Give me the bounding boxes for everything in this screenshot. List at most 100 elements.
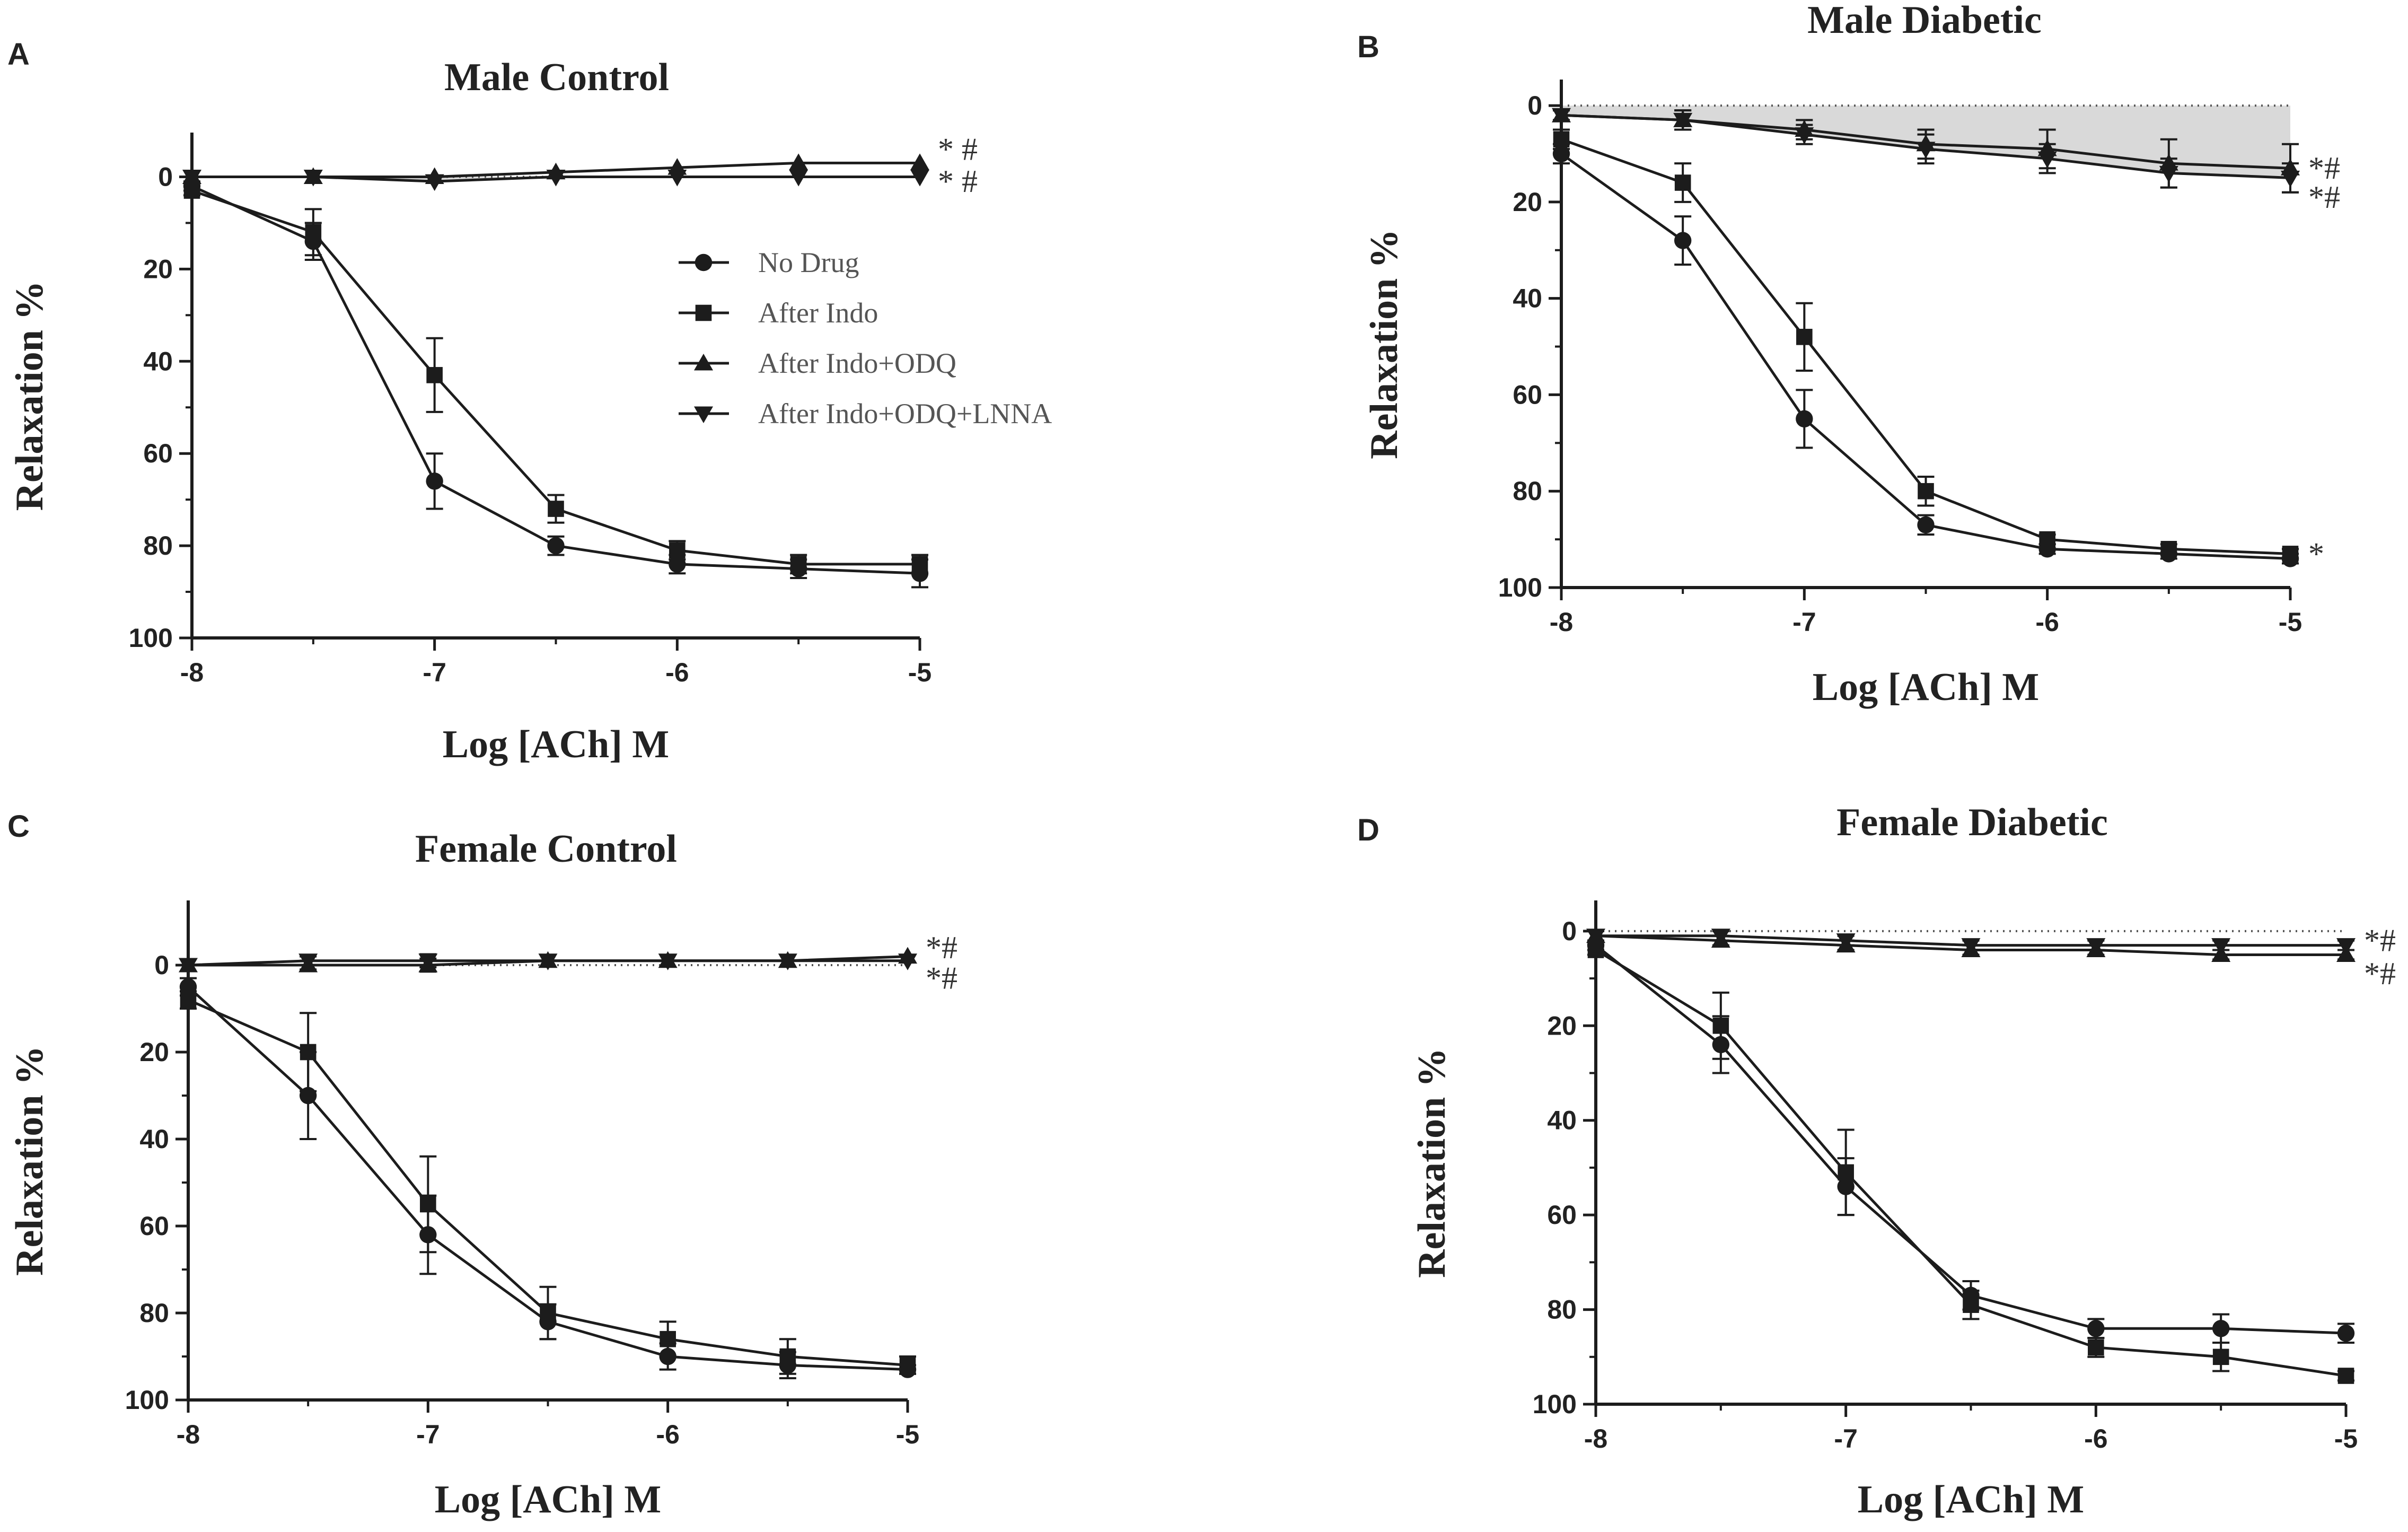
data-point	[790, 556, 807, 573]
significance-annotation: * #	[938, 164, 978, 199]
x-tick-label: -6	[656, 1420, 679, 1449]
data-point	[298, 953, 318, 970]
data-point	[300, 1044, 317, 1061]
legend-label: After Indo	[758, 297, 878, 329]
x-tick-label: -8	[1550, 607, 1573, 637]
data-point	[1963, 1297, 1979, 1313]
panel-letter: A	[7, 37, 30, 72]
y-tick-label: 0	[1527, 91, 1542, 120]
panel-b-male-diabetic: B Male Diabetic 0 20 40 60 80 100 -8 -7 -6 -5 Relaxa…	[1357, 0, 2340, 709]
data-point	[1673, 112, 1693, 130]
data-point	[420, 1196, 436, 1213]
data-point	[789, 169, 808, 187]
data-point	[667, 169, 687, 187]
y-tick-label: 80	[1513, 476, 1542, 506]
legend: No Drug After Indo After Indo+ODQ After Ind…	[679, 247, 1052, 430]
data-point	[1961, 938, 1981, 955]
data-point	[1917, 516, 1935, 534]
data-point	[303, 169, 323, 187]
data-point	[910, 153, 929, 170]
series-after-indo	[180, 990, 916, 1375]
x-tick-label: -5	[908, 658, 931, 687]
data-point	[548, 501, 564, 517]
legend-marker	[694, 406, 713, 423]
data-point	[1553, 131, 1570, 148]
y-tick-label: 20	[1513, 187, 1542, 217]
data-point	[2281, 170, 2300, 188]
data-point	[1838, 1164, 1854, 1181]
panel-d-female-diabetic: D Female Diabetic 0 20 40 60 80 100-8 -7 -6 -5 Rela…	[1357, 801, 2396, 1521]
data-point	[540, 1305, 556, 1321]
y-tick-label: 60	[1513, 380, 1542, 409]
series-after-indo-odq-lnna	[1552, 108, 2300, 194]
x-tick-label: -8	[177, 1420, 200, 1449]
y-tick-label: 100	[1533, 1389, 1577, 1419]
chart-title: Male Control	[444, 56, 669, 99]
data-point	[2087, 1320, 2105, 1337]
data-point	[182, 169, 201, 187]
series-no-drug	[1587, 936, 2355, 1344]
data-point	[1712, 1017, 1729, 1034]
x-axis-label: Log [ACh] M	[443, 723, 670, 766]
data-point	[660, 1330, 676, 1347]
data-point	[1711, 929, 1730, 946]
data-point	[546, 169, 566, 187]
legend-marker	[694, 354, 713, 371]
x-axis-label: Log [ACh] M	[1813, 666, 2040, 709]
data-point	[669, 542, 686, 559]
significance-annotation: *#	[926, 961, 957, 996]
x-tick-label: -6	[2035, 607, 2059, 637]
data-point	[2039, 531, 2055, 548]
data-point	[2159, 165, 2178, 183]
data-point	[425, 174, 444, 191]
data-point	[180, 992, 197, 1008]
y-tick-label: 0	[158, 162, 173, 191]
y-tick-label: 40	[1547, 1106, 1577, 1135]
data-point	[426, 472, 443, 490]
x-tick-label: -8	[1584, 1424, 1607, 1454]
data-point	[2212, 1320, 2230, 1337]
significance-annotation: *#	[2364, 956, 2396, 991]
data-point	[2211, 938, 2231, 955]
significance-annotation: *#	[2308, 151, 2340, 186]
data-point	[1918, 483, 1934, 500]
data-point	[1674, 174, 1691, 191]
significance-annotation: *#	[926, 930, 957, 965]
series-after-indo-odq-lnna	[1586, 929, 2356, 955]
y-tick-label: 40	[1513, 284, 1542, 313]
y-tick-label: 20	[143, 254, 173, 284]
data-point	[418, 953, 438, 970]
data-point	[899, 1357, 916, 1373]
y-tick-label: 60	[139, 1211, 169, 1241]
y-tick-label: 80	[143, 531, 173, 561]
y-tick-label: 60	[143, 439, 173, 468]
y-tick-label: 100	[125, 1385, 169, 1415]
y-axis-label: Relaxation %	[1363, 229, 1406, 459]
x-tick-label: -5	[2334, 1424, 2358, 1454]
series-after-indo	[1553, 128, 2299, 562]
series-no-drug	[183, 177, 929, 589]
significance-annotation: *#	[2308, 180, 2340, 215]
data-point	[778, 953, 797, 970]
x-tick-label: -7	[416, 1420, 440, 1449]
panel-letter: C	[7, 809, 30, 844]
data-point	[179, 958, 198, 975]
y-tick-label: 60	[1547, 1200, 1577, 1230]
data-point	[1674, 232, 1692, 249]
y-tick-label: 20	[139, 1037, 169, 1067]
x-tick-label: -5	[896, 1420, 919, 1449]
data-point	[898, 953, 917, 970]
legend-label: After Indo+ODQ+LNNA	[758, 398, 1052, 430]
significance-annotation: * #	[938, 132, 978, 167]
x-tick-label: -5	[2279, 607, 2302, 637]
y-tick-label: 40	[143, 346, 173, 376]
series-after-indo-odq-lnna	[179, 953, 917, 975]
data-point	[2282, 546, 2299, 562]
data-point	[305, 224, 322, 241]
x-tick-label: -7	[1834, 1424, 1857, 1454]
series-after-indo-odq-lnna	[182, 169, 929, 191]
legend-label: No Drug	[758, 247, 859, 278]
x-tick-label: -6	[2084, 1424, 2107, 1454]
y-tick-label: 80	[1547, 1295, 1577, 1325]
x-axis-label: Log [ACh] M	[1858, 1478, 2085, 1521]
